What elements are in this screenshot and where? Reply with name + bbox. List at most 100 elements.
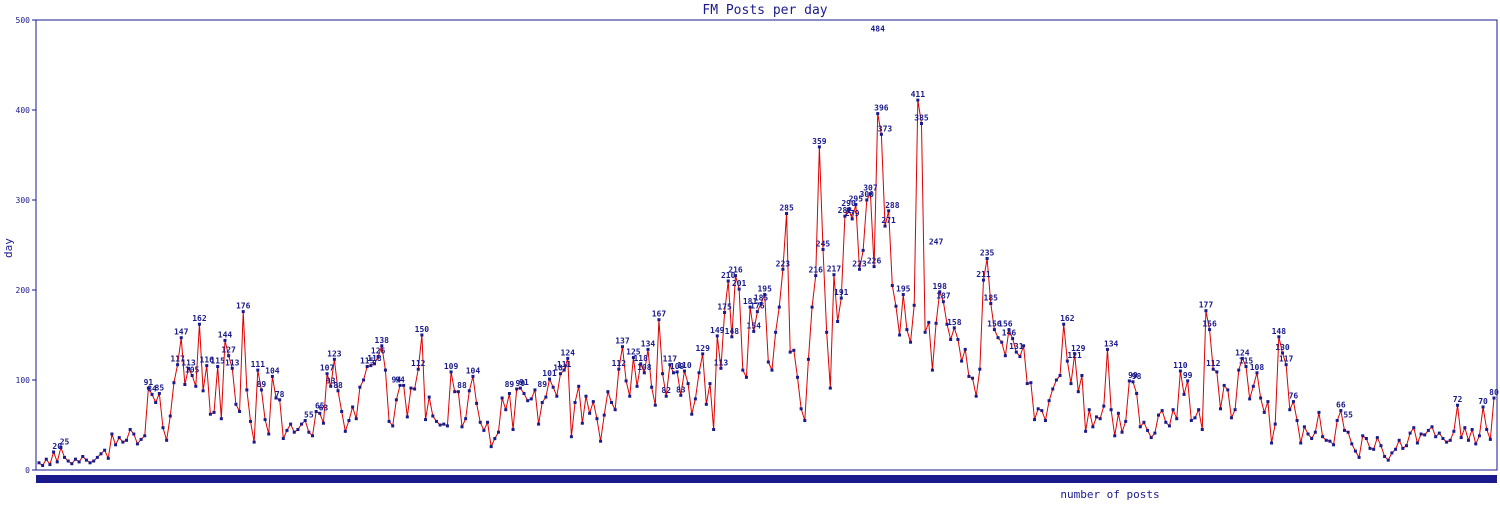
data-point — [511, 428, 515, 431]
data-label: 107 — [553, 364, 568, 373]
data-point — [759, 302, 763, 305]
data-label: 162 — [1060, 314, 1075, 323]
data-point — [1456, 403, 1460, 407]
data-point — [1219, 407, 1223, 411]
data-point — [693, 397, 697, 401]
data-point — [879, 132, 883, 136]
data-point — [442, 422, 446, 426]
data-point — [183, 383, 187, 386]
data-label: 195 — [757, 285, 772, 294]
data-label: 185 — [984, 294, 999, 303]
data-label: 235 — [980, 249, 995, 258]
data-point — [1270, 441, 1274, 445]
data-point — [376, 355, 380, 359]
data-point — [1390, 451, 1394, 455]
data-point — [620, 345, 624, 349]
data-label: 247 — [929, 238, 944, 247]
data-label: 176 — [236, 302, 251, 311]
data-label: 115 — [360, 357, 375, 366]
data-point — [1054, 378, 1058, 382]
data-point — [978, 367, 982, 371]
data-point — [1197, 408, 1201, 412]
data-point — [985, 257, 989, 260]
data-label: 195 — [896, 285, 911, 294]
y-tick-label: 500 — [16, 16, 31, 25]
data-label: 223 — [776, 259, 791, 268]
data-label: 150 — [415, 325, 430, 334]
x-tick-band — [36, 475, 1497, 483]
data-point — [1492, 396, 1496, 400]
data-point — [763, 293, 767, 296]
data-point — [405, 415, 409, 419]
data-point — [445, 424, 449, 428]
data-point — [245, 388, 249, 392]
data-label: 121 — [1067, 351, 1082, 360]
data-label: 110 — [1173, 361, 1188, 370]
data-point — [402, 383, 406, 387]
y-axis-ticks: 0 100 200 300 400 500 — [16, 16, 36, 475]
data-label: 191 — [834, 288, 849, 297]
data-label: 99 — [1183, 371, 1193, 380]
data-point — [1069, 382, 1073, 386]
data-label: 101 — [542, 369, 557, 378]
data-point — [1229, 416, 1233, 420]
data-point — [909, 340, 913, 344]
data-label: 112 — [1206, 359, 1221, 368]
data-point — [1357, 455, 1361, 459]
data-point — [919, 122, 923, 125]
data-label: 124 — [561, 348, 576, 357]
data-label: 85 — [155, 384, 165, 393]
data-label: 82 — [661, 386, 671, 395]
data-label: 89 — [537, 380, 547, 389]
data-point — [737, 287, 741, 291]
data-point — [387, 419, 391, 423]
data-point — [99, 452, 103, 456]
data-label: 110 — [677, 361, 692, 370]
data-label: 108 — [1250, 363, 1265, 372]
data-point — [1463, 426, 1467, 430]
data-point — [1280, 351, 1284, 355]
data-label: 216 — [728, 266, 743, 275]
data-point — [1138, 425, 1142, 429]
data-point — [1084, 429, 1088, 433]
data-label: 91 — [144, 378, 154, 387]
data-point — [741, 368, 745, 372]
data-label: 118 — [633, 354, 648, 363]
data-point — [216, 365, 220, 368]
data-point — [664, 394, 668, 398]
data-point — [285, 428, 289, 432]
data-point — [1080, 374, 1084, 377]
data-point — [504, 408, 508, 412]
data-point — [1062, 322, 1066, 326]
data-point — [806, 357, 810, 361]
data-point — [1222, 383, 1226, 387]
data-point — [686, 382, 690, 386]
data-point — [898, 333, 902, 337]
data-point — [1375, 436, 1379, 440]
data-label: 98 — [1132, 372, 1142, 381]
plot-border — [35, 19, 1498, 471]
data-label: 109 — [670, 362, 685, 371]
data-point — [555, 394, 559, 398]
data-point — [219, 417, 223, 421]
data-label: 146 — [1002, 329, 1017, 338]
data-point — [533, 388, 537, 392]
data-point — [558, 372, 562, 376]
data-label: 176 — [750, 302, 765, 311]
data-point — [690, 412, 694, 416]
data-label: 134 — [641, 339, 656, 348]
data-point — [1102, 404, 1106, 408]
data-point — [774, 330, 778, 334]
data-point — [249, 419, 253, 423]
data-label: 295 — [849, 195, 864, 204]
data-point — [1288, 408, 1292, 412]
data-point — [865, 198, 869, 202]
data-label: 90 — [516, 379, 526, 388]
data-point — [1233, 408, 1237, 412]
data-point — [927, 320, 931, 324]
data-point — [318, 411, 322, 415]
data-point — [157, 392, 161, 395]
data-label: 300 — [860, 190, 875, 199]
data-label: 201 — [732, 279, 747, 288]
